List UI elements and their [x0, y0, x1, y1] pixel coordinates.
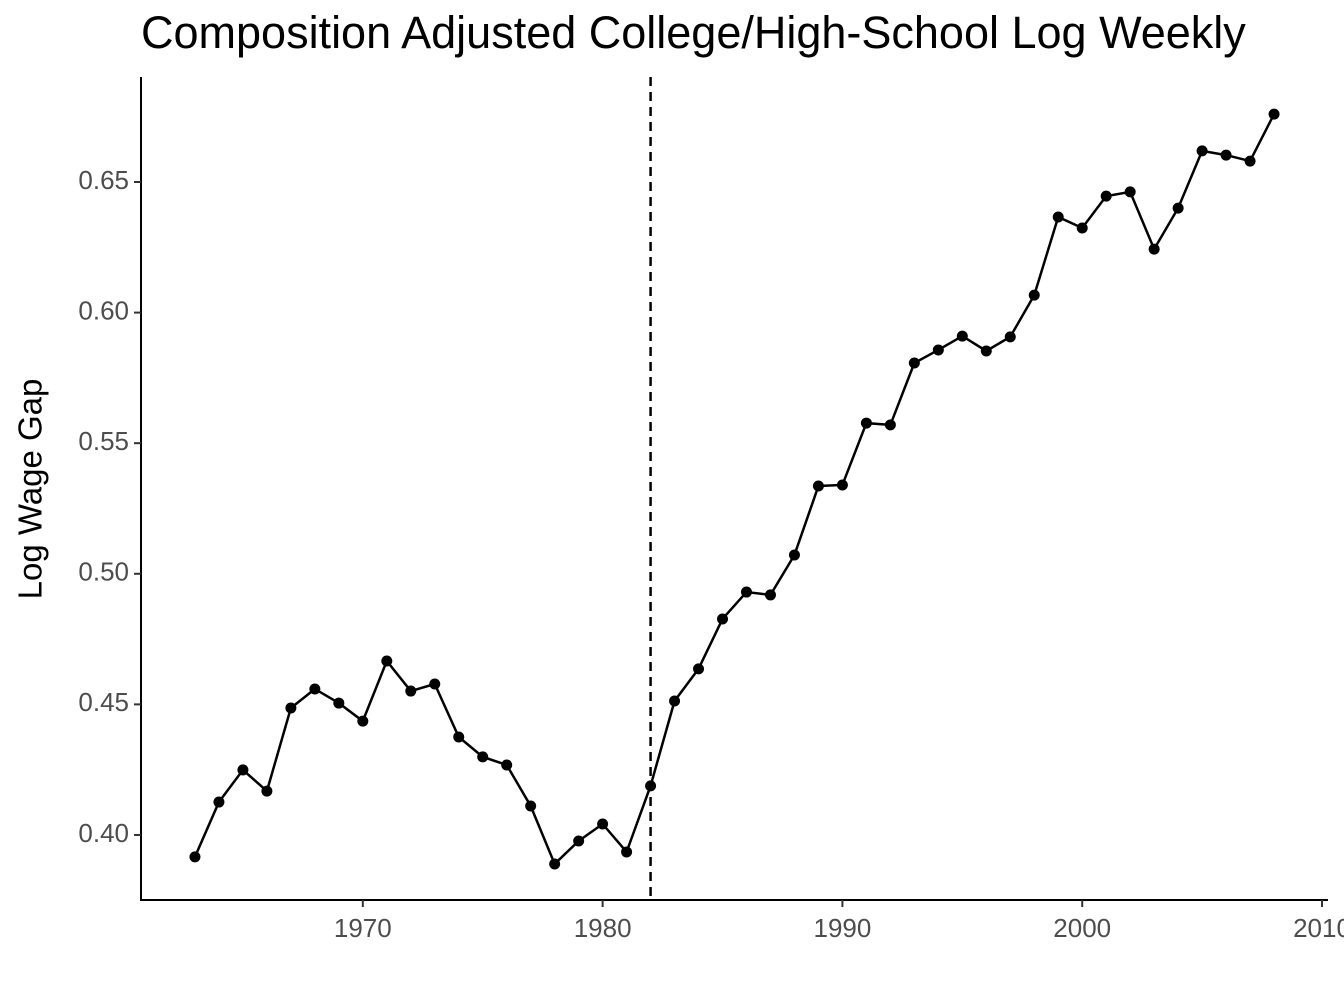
data-point [381, 655, 393, 667]
x-tick-label: 2010 [1293, 913, 1344, 943]
y-tick-label: 0.65 [78, 165, 129, 195]
x-tick-label: 1970 [334, 913, 392, 943]
data-point [333, 697, 345, 709]
data-point [237, 764, 249, 776]
data-point [788, 549, 800, 561]
x-tick-label: 1990 [813, 913, 871, 943]
y-axis-label: Log Wage Gap [12, 379, 49, 600]
data-point [860, 417, 872, 429]
data-point [429, 678, 441, 690]
data-point [1100, 190, 1112, 202]
data-point [189, 851, 201, 863]
data-point [525, 800, 537, 812]
data-point [669, 695, 681, 707]
data-point [573, 835, 585, 847]
data-point [693, 663, 705, 675]
data-point [1148, 243, 1160, 255]
x-tick-label: 2000 [1053, 913, 1111, 943]
data-point [1196, 145, 1208, 157]
data-point [1244, 155, 1256, 167]
chart-title: Composition Adjusted College/High-School… [141, 7, 1246, 58]
data-point [1172, 202, 1184, 214]
data-point [309, 683, 321, 695]
x-tick-label: 1980 [574, 913, 632, 943]
data-point [357, 715, 369, 727]
data-point [836, 479, 848, 491]
data-point [1124, 186, 1136, 198]
y-tick-label: 0.55 [78, 426, 129, 456]
data-point [621, 846, 633, 858]
data-point [1004, 331, 1016, 343]
data-point [740, 586, 752, 598]
data-point [213, 796, 225, 808]
data-point [1028, 289, 1040, 301]
data-point [453, 731, 465, 743]
data-point [1052, 211, 1064, 223]
data-point [908, 357, 920, 369]
data-point [717, 613, 729, 625]
data-point [1220, 149, 1232, 161]
data-point [1076, 222, 1088, 234]
data-point [405, 685, 417, 697]
data-point [477, 751, 489, 763]
data-point [261, 785, 273, 797]
data-point [501, 759, 513, 771]
data-point [549, 858, 561, 870]
data-point [764, 589, 776, 601]
series-line [193, 113, 1276, 867]
y-tick-label: 0.50 [78, 557, 129, 587]
y-tick-label: 0.45 [78, 687, 129, 717]
data-point [812, 480, 824, 492]
data-point [956, 330, 968, 342]
y-tick-label: 0.40 [78, 818, 129, 848]
data-point [932, 344, 944, 356]
data-point [597, 818, 609, 830]
data-point [1268, 108, 1280, 120]
data-point [285, 702, 297, 714]
data-point [645, 780, 657, 792]
data-point [980, 345, 992, 357]
data-point [884, 419, 896, 431]
y-tick-label: 0.60 [78, 295, 129, 325]
